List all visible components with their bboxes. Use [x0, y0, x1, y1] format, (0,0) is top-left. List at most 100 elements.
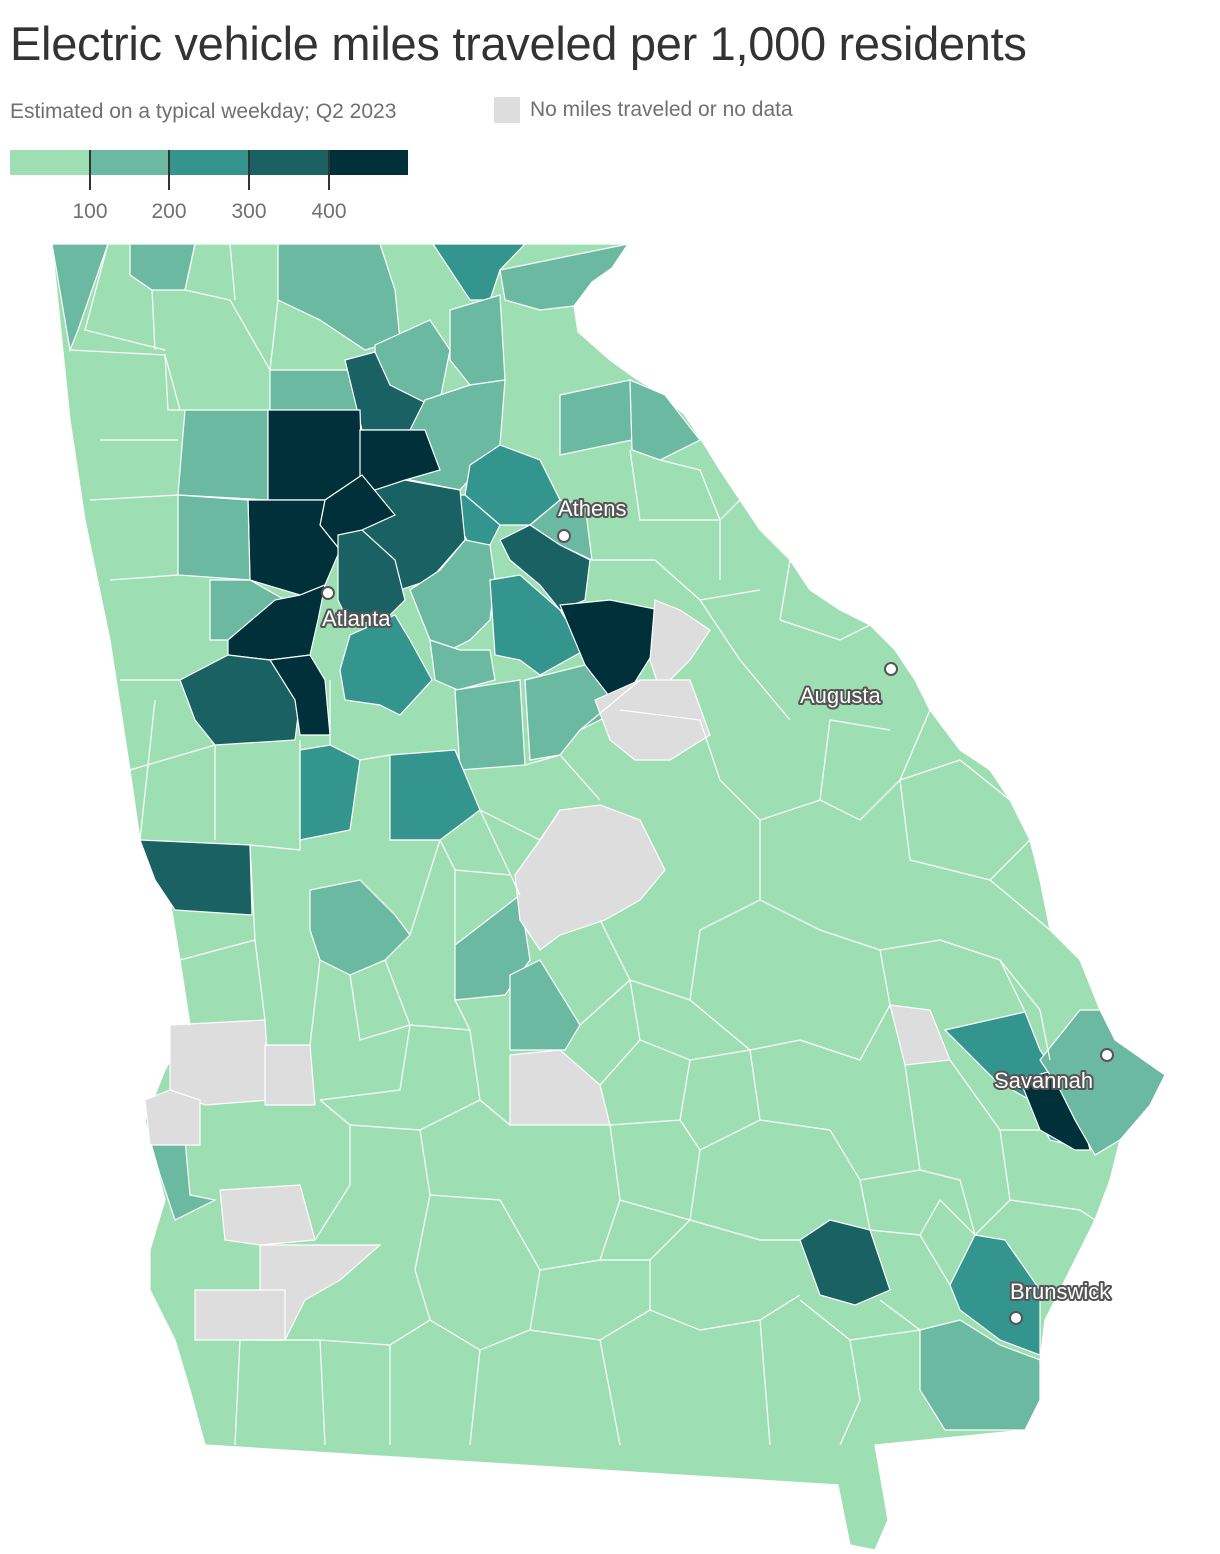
county-border-3	[184, 243, 271, 371]
county-border-4	[229, 243, 236, 301]
county-border-28	[779, 619, 871, 641]
city-athens: Athens	[556, 494, 629, 543]
scale-label-300: 300	[231, 200, 267, 223]
page-title: Electric vehicle miles traveled per 1,00…	[10, 17, 1027, 70]
county-border-33	[899, 779, 991, 881]
county-border-85	[959, 759, 1011, 801]
county-border-87	[539, 809, 561, 841]
scale-bin-2	[90, 150, 170, 175]
city-dot-augusta	[884, 662, 898, 676]
county-border-52	[389, 1319, 481, 1445]
county-border-79	[999, 959, 1026, 1013]
county-newton	[429, 639, 496, 691]
county-cobb	[247, 499, 341, 596]
city-label-savannah: Savannah	[994, 1068, 1093, 1093]
county-camden	[919, 1319, 1041, 1431]
county-putnam	[454, 679, 526, 771]
county-walker-north	[129, 243, 196, 291]
city-dot-athens	[557, 529, 571, 543]
scale-tick-300	[248, 150, 250, 190]
county-henry	[339, 614, 433, 716]
no-data-swatch	[494, 97, 520, 123]
county-muscogee	[139, 839, 253, 916]
county-border-1	[84, 243, 166, 351]
scale-bin-1	[10, 150, 90, 175]
county-border-11	[129, 744, 216, 771]
georgia-county-map: Athens Atlanta Augusta Savannah Brunswic…	[51, 243, 1166, 1551]
county-border-23	[629, 449, 720, 521]
county-glynn	[949, 1234, 1041, 1356]
county-border-80	[904, 1064, 921, 1171]
county-border-93	[839, 1329, 921, 1446]
county-border-36	[879, 949, 891, 1006]
county-border-29	[719, 779, 861, 821]
county-borders	[69, 243, 1096, 1446]
county-border-24	[592, 559, 761, 601]
county-border-8	[89, 494, 179, 501]
no-data-label: No miles traveled or no data	[530, 98, 793, 121]
color-scale-legend: 100 200 300 400	[10, 150, 410, 230]
county-baker	[219, 1184, 316, 1246]
scale-tick-100	[89, 150, 91, 190]
county-rabun	[499, 243, 630, 311]
county-clay	[144, 1089, 201, 1146]
county-hart	[629, 379, 701, 461]
county-border-95	[174, 1339, 206, 1446]
city-label-atlanta: Atlanta	[322, 606, 391, 631]
county-border-88	[454, 869, 511, 876]
county-border-26	[719, 499, 741, 580]
county-oconee	[499, 524, 591, 611]
county-floyd	[177, 409, 269, 501]
county-thomas	[194, 1289, 286, 1341]
county-border-20	[579, 679, 641, 731]
county-border-92	[479, 809, 521, 896]
city-label-athens: Athens	[558, 496, 627, 521]
county-border-91	[349, 974, 411, 1041]
county-border-51	[469, 1329, 601, 1446]
county-border-77	[919, 1199, 976, 1236]
city-brunswick: Brunswick	[1008, 1277, 1113, 1325]
county-border-46	[689, 1219, 800, 1241]
county-border-78	[1039, 1009, 1051, 1061]
county-border-9	[109, 574, 179, 581]
county-layer	[51, 243, 1166, 1551]
county-border-73	[599, 919, 631, 981]
county-border-89	[409, 839, 441, 936]
city-atlanta: Atlanta	[320, 586, 393, 633]
county-towns	[431, 243, 527, 301]
county-border-43	[919, 1169, 976, 1236]
county-border-6	[164, 354, 185, 411]
county-border-55	[529, 1259, 650, 1331]
county-border-54	[234, 1339, 320, 1446]
county-border-62	[319, 1024, 411, 1101]
scale-label-400: 400	[311, 200, 347, 223]
county-lincoln	[649, 599, 711, 692]
county-dade	[51, 243, 109, 353]
county-border-63	[309, 959, 321, 1046]
city-layer: Athens Atlanta Augusta Savannah Brunswic…	[320, 494, 1114, 1325]
county-border-21	[619, 709, 721, 781]
county-border-44	[859, 1179, 871, 1231]
city-savannah: Savannah	[992, 1048, 1114, 1095]
county-morgan	[489, 574, 586, 676]
county-border-5	[269, 299, 279, 371]
county-border-86	[899, 709, 931, 781]
county-border-83	[1009, 1199, 1096, 1221]
county-border-25	[699, 599, 791, 721]
county-border-74	[579, 979, 631, 1026]
scale-bin-4	[250, 150, 330, 175]
county-border-40	[799, 1004, 891, 1061]
county-border-2	[151, 289, 156, 351]
county-border-49	[759, 1319, 771, 1446]
county-border-68	[609, 1124, 621, 1201]
county-webster	[264, 1044, 316, 1106]
scale-tick-400	[328, 150, 330, 190]
county-polk	[177, 494, 251, 581]
city-dot-brunswick	[1009, 1311, 1023, 1325]
county-meriwether	[299, 744, 361, 841]
city-dot-atlanta	[321, 586, 335, 600]
no-data-legend: No miles traveled or no data	[494, 97, 793, 123]
county-border-66	[174, 1019, 191, 1026]
county-border-27	[779, 559, 791, 621]
county-border-22	[659, 459, 721, 521]
